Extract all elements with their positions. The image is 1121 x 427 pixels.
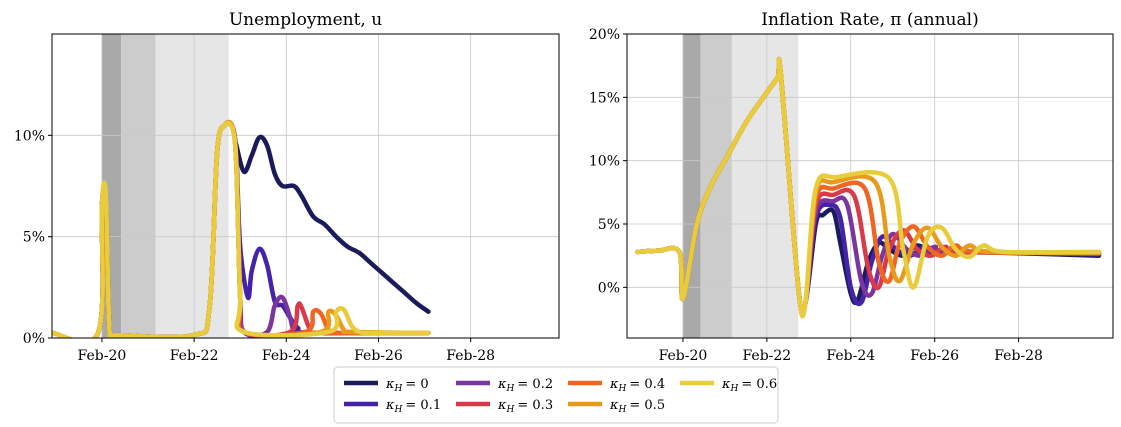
plot-frame [51,33,560,339]
legend-label: κH = 0.5 [609,398,665,415]
plot-frame [626,33,1114,339]
x-tick-label: Feb-26 [910,348,959,364]
unemployment-chart: Feb-20 Feb-22 Feb-24 Feb-26 Feb-28 0% 5% 10% Une… [14,10,560,364]
y-tick-label: 5% [23,230,45,246]
x-tick-label: Feb-26 [354,348,403,364]
shaded-region-1 [682,34,701,338]
x-tick-label: Feb-28 [994,348,1043,364]
x-tick-label: Feb-20 [78,348,127,364]
legend-label: κH = 0 [385,377,429,394]
shaded-region-2 [121,34,156,338]
legend-box [333,366,779,424]
x-tick-label: Feb-24 [826,348,875,364]
legend-label: κH = 0.1 [385,398,441,415]
y-tick-label: 15% [589,90,620,106]
legend-label: κH = 0.2 [497,377,553,394]
x-tick-label: Feb-28 [446,348,495,364]
shaded-region-3 [155,34,229,338]
x-tick-label: Feb-22 [742,348,791,364]
x-tick-label: Feb-20 [659,348,708,364]
legend: κH = 0 κH = 0.1 κH = 0.2 κH = 0.3 κH = 0.4 κH = 0.5… [333,366,779,424]
inflation-chart: Feb-20 Feb-22 Feb-24 Feb-26 Feb-28 0% 5% 10% 15%… [589,10,1114,364]
x-tick-label: Feb-22 [170,348,219,364]
y-tick-label: 10% [14,128,45,144]
series-line-6 [635,56,1102,319]
y-tick-label: 0% [23,331,45,347]
chart-title: Unemployment, u [229,10,382,30]
series-line-6 [52,120,431,338]
series-line-0 [52,120,431,338]
y-tick-label: 0% [598,280,620,296]
legend-label: κH = 0.4 [609,377,665,394]
y-tick-label: 20% [589,27,620,43]
shaded-region-2 [700,34,732,338]
y-tick-label: 10% [589,154,620,170]
x-tick-label: Feb-24 [262,348,311,364]
chart-title: Inflation Rate, π (annual) [761,10,978,30]
legend-label: κH = 0.6 [721,377,777,394]
legend-label: κH = 0.3 [497,398,553,415]
y-tick-label: 5% [598,217,620,233]
